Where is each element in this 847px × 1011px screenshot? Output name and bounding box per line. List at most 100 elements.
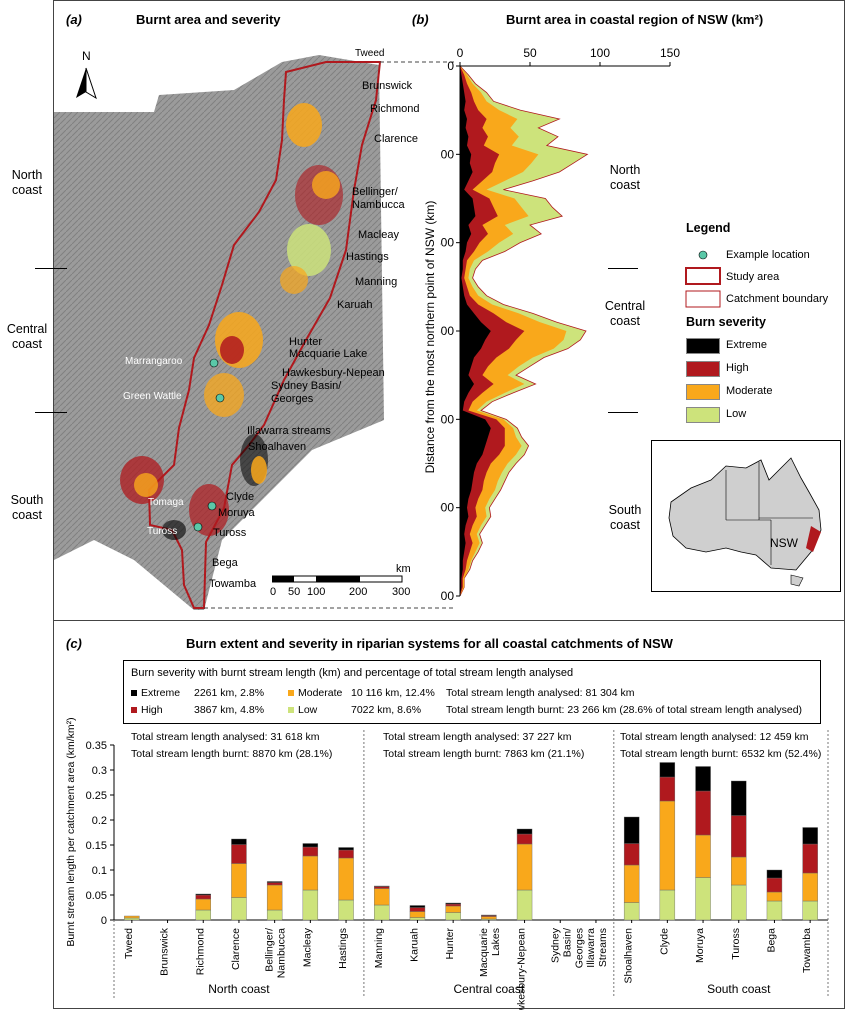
panel-a-title: Burnt area and severity (136, 12, 281, 27)
bar-moderate (516, 843, 533, 891)
bar-moderate (338, 857, 354, 901)
bar-moderate (802, 872, 818, 902)
bar-high (695, 790, 711, 836)
burnt-patches (120, 103, 343, 540)
location-label: Tuross (147, 526, 178, 537)
bar-extreme (231, 838, 247, 845)
panel-b-region-south: South coast (608, 503, 642, 532)
y-tick-label: 0.35 (86, 740, 107, 752)
region-divider (35, 412, 67, 413)
region-stat-burnt: Total stream length burnt: 6532 km (52.4… (620, 748, 822, 760)
legend-severity-label: High (141, 704, 163, 716)
x-tick-label: 100 (590, 46, 610, 60)
panel-b-region-central: Central coast (604, 299, 646, 328)
catchment-label: Clarence (374, 133, 419, 145)
location-label: Green Wattle (123, 391, 182, 402)
bar-high (516, 833, 533, 845)
australia-inset-map (651, 440, 841, 592)
bar-extreme (731, 780, 747, 816)
scale-tick: 0 (270, 586, 277, 598)
bar-high (266, 882, 283, 886)
bar-moderate (124, 915, 140, 919)
y-tick-label: 0 (101, 915, 107, 927)
bar-high (195, 894, 211, 900)
bar-extreme (302, 843, 319, 848)
x-tick-label: Clyde (658, 928, 670, 955)
bar-high (231, 844, 247, 864)
x-tick-label: Manning (373, 928, 385, 968)
scale-tick: 100 (307, 586, 326, 598)
legend-severity-value: 2261 km, 2.8% (194, 687, 265, 699)
legend-swatch (686, 361, 720, 377)
catchment-label: Hawkesbury-Nepean (282, 367, 385, 379)
bar-moderate (266, 884, 283, 911)
bar-extreme (695, 766, 711, 792)
study-area-outline (147, 61, 382, 609)
bar-low (623, 902, 640, 921)
catchment-label: Richmond (370, 103, 420, 115)
y-tick-label: 0.15 (86, 840, 107, 852)
bar-moderate (481, 916, 497, 920)
catchment-label: Sydney Basin/ Georges (271, 380, 342, 405)
panel-c-legend-box (123, 660, 821, 724)
catchment-label: Tweed (355, 48, 385, 59)
catchment-label: Hastings (346, 251, 389, 263)
catchment-label: Towamba (209, 578, 257, 590)
bar-low (338, 899, 354, 921)
example-location-markers (193, 358, 225, 532)
region-divider (35, 268, 67, 269)
catchment-label: Bega (212, 557, 238, 569)
north-arrow (76, 67, 97, 100)
legend-marker (131, 707, 137, 713)
area-series-extreme (460, 66, 491, 596)
legend-catchment-boundary: Catchment boundary (726, 293, 829, 305)
catchment-label: Karuah (337, 299, 373, 311)
x-tick-label: 0 (457, 46, 464, 60)
bar-extreme (445, 902, 461, 905)
group-label: South coast (707, 982, 771, 996)
bar-low (516, 889, 533, 921)
y-tick-label: 0.1 (92, 865, 107, 877)
legend-severity-label: Low (726, 408, 747, 420)
panel-c-legend-title: Burn severity with burnt stream length (… (131, 667, 574, 679)
legend-severity-value: 7022 km, 8.6% (351, 704, 422, 716)
x-tick-label: Tuross (730, 928, 742, 960)
catchment-label: Moruya (218, 507, 255, 519)
scale-bar (272, 575, 403, 583)
y-tick-label: 200 (440, 147, 454, 161)
x-tick-label: SydneyBasin/Georges (549, 927, 585, 968)
y-tick-label: 1200 (440, 589, 454, 603)
bar-moderate (195, 898, 211, 911)
bar-low (802, 900, 818, 921)
catchment-label: Brunswick (362, 80, 413, 92)
legend-severity-value: 10 116 km, 12.4% (351, 687, 435, 699)
legend-severity-label: Low (298, 704, 318, 716)
region-stat-burnt: Total stream length burnt: 7863 km (21.1… (383, 748, 585, 760)
legend-marker (131, 690, 137, 696)
bar-high (338, 849, 354, 859)
location-label: Tomaga (148, 497, 184, 508)
region-label-central: Central coast (6, 322, 48, 351)
bar-moderate (623, 864, 640, 903)
legend-symbols (685, 250, 721, 308)
bar-extreme (338, 847, 354, 851)
catchment-label: Clyde (226, 491, 255, 503)
catchment-label: Tuross (213, 527, 247, 539)
study-area-map (54, 55, 454, 610)
catchment-label: Hunter (289, 336, 323, 348)
legend-swatch (686, 338, 720, 354)
x-tick-label: Hastings (337, 928, 349, 969)
catchment-label: Illawarra streams (247, 425, 331, 437)
x-tick-label: Bellinger/Nambucca (264, 928, 288, 978)
legend-example-location: Example location (726, 249, 810, 261)
x-tick-label: Karuah (408, 928, 420, 962)
bar-low (374, 904, 390, 921)
y-tick-label: 0.2 (92, 815, 107, 827)
catchment-label: Bellinger/ Nambucca (352, 186, 405, 211)
bar-low (302, 889, 319, 921)
y-tick-label: 400 (440, 236, 454, 250)
legend-severity-value: 3867 km, 4.8% (194, 704, 265, 716)
region-stat-analysed: Total stream length analysed: 31 618 km (131, 731, 320, 743)
legend-severity-label: Extreme (141, 687, 181, 699)
riparian-bar-chart: 0 0.05 0.1 0.15 0.2 0.25 0.3 0.35 Tweed Brunswick… (86, 730, 829, 1010)
